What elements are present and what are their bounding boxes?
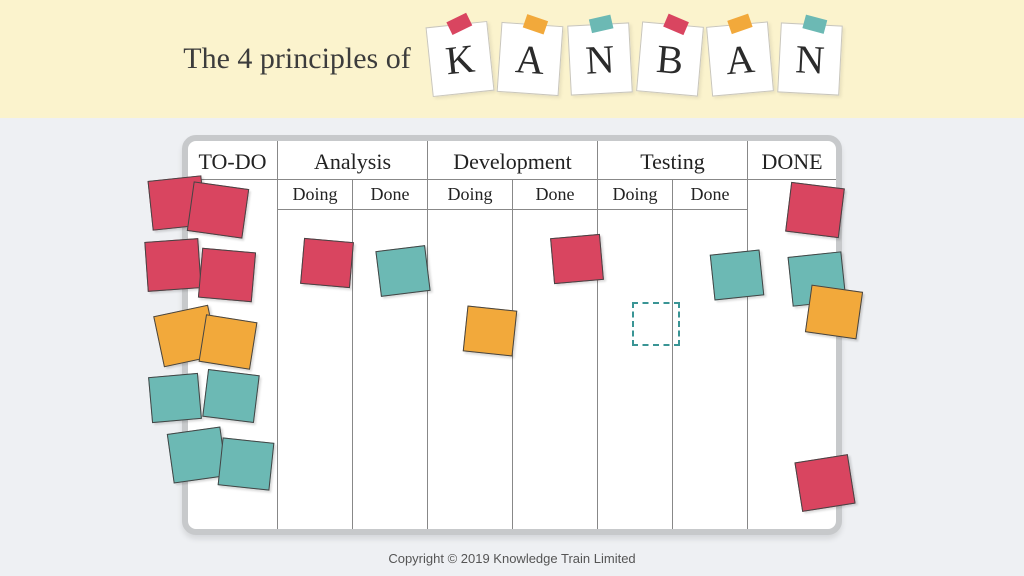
kanban-letter-card: B — [636, 21, 704, 96]
subcolumn: Done — [513, 180, 597, 529]
column-header: Analysis — [278, 141, 427, 180]
sticky-note — [144, 238, 201, 292]
subcolumn: Done — [353, 180, 427, 529]
sticky-note — [202, 369, 259, 423]
subcolumn: Done — [673, 180, 747, 529]
sticky-note — [550, 234, 604, 284]
subcolumn-header: Done — [673, 180, 747, 210]
kanban-letter-card: N — [567, 22, 633, 95]
column-header: TO-DO — [188, 141, 277, 180]
sticky-note — [794, 454, 855, 512]
column-header: Testing — [598, 141, 747, 180]
sticky-note — [805, 285, 863, 340]
subcolumns: DoingDone — [278, 180, 427, 529]
copyright-footer: Copyright © 2019 Knowledge Train Limited — [0, 551, 1024, 566]
sticky-note — [199, 314, 258, 370]
board-column: AnalysisDoingDone — [278, 141, 428, 529]
tape-icon — [727, 14, 752, 34]
tape-icon — [446, 13, 472, 35]
subcolumn-header: Done — [513, 180, 597, 210]
sticky-note — [375, 245, 430, 297]
kanban-letter-card: K — [425, 21, 494, 97]
tape-icon — [522, 14, 547, 34]
sticky-note — [218, 437, 275, 490]
subcolumns: DoingDone — [598, 180, 747, 529]
column-header: DONE — [748, 141, 836, 180]
column-body — [428, 210, 512, 529]
header-banner: The 4 principles of KANBAN — [0, 0, 1024, 118]
sticky-note — [148, 373, 202, 423]
sticky-note — [300, 238, 354, 288]
subcolumn-header: Doing — [278, 180, 352, 210]
title-text: The 4 principles of — [183, 42, 410, 76]
column-header: Development — [428, 141, 597, 180]
kanban-letter-card: A — [496, 22, 563, 96]
kanban-letter-card: A — [706, 21, 774, 96]
subcolumn-header: Done — [353, 180, 427, 210]
tape-icon — [663, 14, 689, 35]
sticky-note — [710, 250, 765, 301]
subcolumn-header: Doing — [598, 180, 672, 210]
kanban-letter-card: N — [777, 22, 843, 95]
sticky-note — [785, 182, 845, 238]
tape-icon — [589, 15, 614, 34]
subcolumn-header: Doing — [428, 180, 512, 210]
kanban-letter-row: KANBAN — [429, 24, 841, 94]
column-body — [598, 210, 672, 529]
subcolumn: Doing — [598, 180, 673, 529]
empty-slot-placeholder — [632, 302, 680, 346]
sticky-note — [463, 306, 518, 357]
tape-icon — [802, 15, 827, 34]
subcolumn: Doing — [278, 180, 353, 529]
sticky-note — [187, 181, 249, 238]
sticky-note — [198, 248, 256, 303]
